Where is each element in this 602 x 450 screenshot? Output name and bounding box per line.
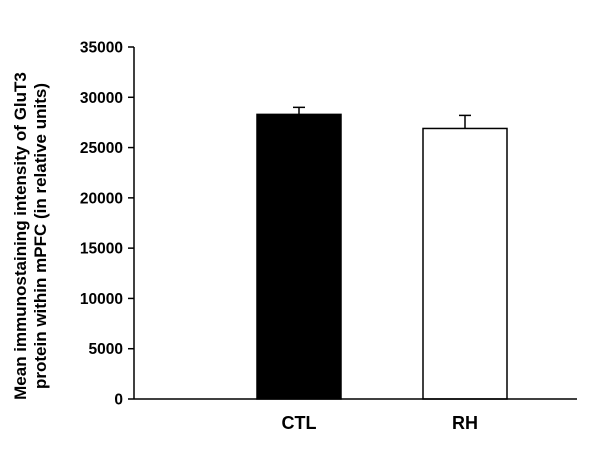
y-tick-label: 10000	[80, 291, 123, 308]
y-tick-label: 20000	[80, 190, 123, 207]
y-axis-label: Mean immunostaining intensity of GluT3 p…	[11, 72, 50, 400]
y-tick-label: 25000	[80, 140, 123, 157]
x-tick-label-ctl: CTL	[282, 413, 317, 433]
bars	[256, 113, 508, 400]
y-tick-label: 30000	[80, 90, 123, 107]
bar-rh	[422, 127, 508, 400]
y-tick-label: 0	[114, 392, 123, 409]
error-bar-rh	[459, 114, 471, 129]
bar-ctl	[256, 113, 342, 400]
y-axis-label-line-1: Mean immunostaining intensity of GluT3	[11, 72, 30, 400]
y-axis-label-line-2: protein within mPFC (in relative units)	[31, 83, 50, 389]
error-bars	[293, 106, 471, 129]
y-tick-label: 35000	[80, 40, 123, 57]
x-axis-tick-labels: CTL RH	[282, 413, 479, 433]
error-bar-ctl	[293, 106, 305, 115]
x-tick-label-rh: RH	[452, 413, 478, 433]
y-tick-label: 5000	[89, 341, 123, 358]
y-axis-ticks: 0 5000 10000 15000 20000 25000 30000 35000	[80, 40, 134, 409]
y-tick-label: 15000	[80, 241, 123, 258]
